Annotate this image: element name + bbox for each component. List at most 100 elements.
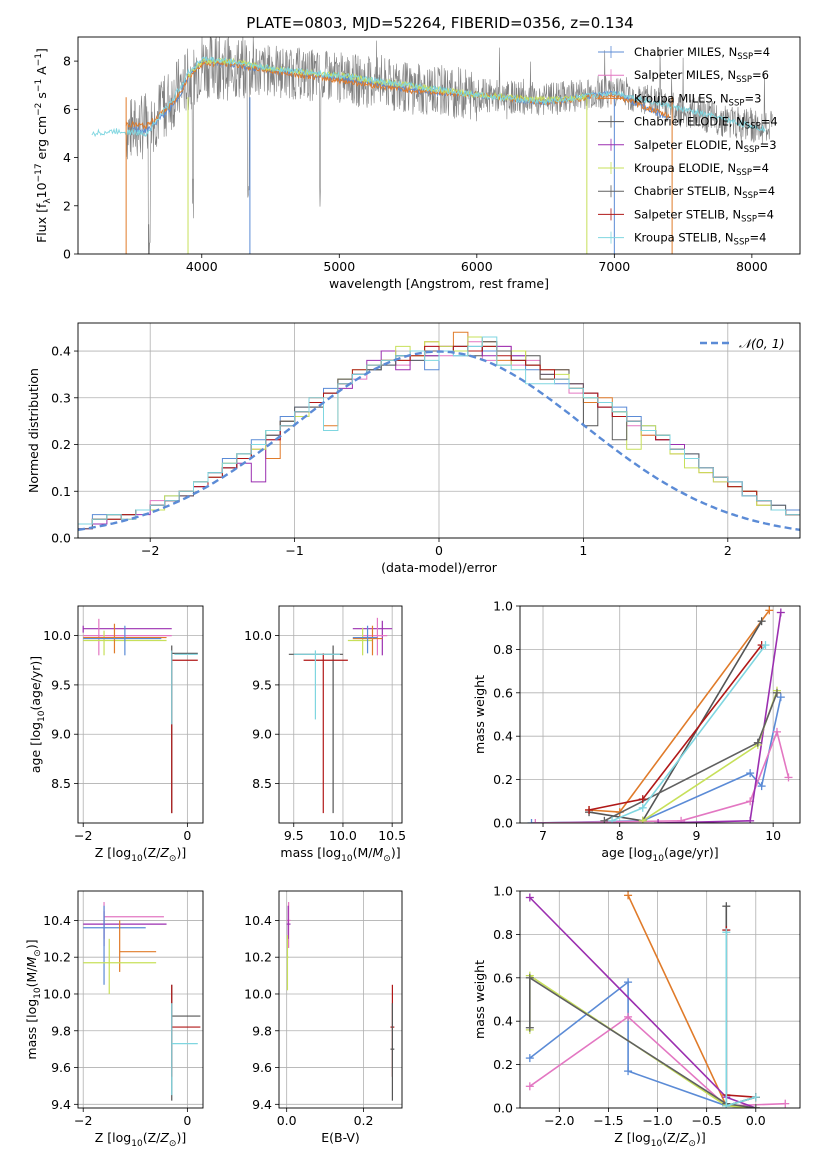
weight-marker-4-2 <box>776 608 785 617</box>
x-axis-label: age [log10(age/yr)] <box>601 845 718 864</box>
y-tick-label: 0.2 <box>493 772 513 787</box>
y-tick-label: 10.4 <box>244 913 272 928</box>
y-tick-label: 0.0 <box>51 531 71 546</box>
weight-marker-0-2 <box>624 1067 633 1076</box>
weight-marker-8-1 <box>638 803 647 812</box>
y-tick-label: 9.5 <box>252 677 272 692</box>
y-tick-label: 10.0 <box>244 986 272 1001</box>
data-point-4 <box>83 625 162 656</box>
x-tick-label: 1 <box>579 543 587 558</box>
x-tick-label: 9 <box>692 828 700 843</box>
x-tick-label: −1.0 <box>642 1113 672 1128</box>
plot-area-residuals <box>78 331 800 538</box>
x-tick-label: 4000 <box>186 259 218 274</box>
axes-frame-residuals <box>77 322 801 539</box>
weight-line-5 <box>529 974 756 1108</box>
axes-frame-weight_vs_age <box>519 605 801 824</box>
y-axis-label: mass weight <box>472 960 487 1039</box>
y-axis-label: Flux [fλ10−17 erg cm−2 s−1 A−1] <box>34 48 53 243</box>
weight-marker-8-0 <box>722 928 731 937</box>
x-tick-label: −2 <box>141 543 159 558</box>
weight-marker-0-0 <box>527 819 536 823</box>
data-point-1 <box>362 617 388 656</box>
x-tick-label: 8 <box>616 828 624 843</box>
data-point-6 <box>303 653 348 814</box>
weight-marker-8-0 <box>608 816 617 823</box>
plot-area-mass_vs_ebv <box>286 902 395 1101</box>
chart-age_vs_mass: 9.5 10.0 10.5 8.5 9.0 9.5 10.0 mass [log10(M/M⊙… <box>244 605 406 864</box>
y-axis-label: age [log10(age/yr)] <box>28 656 47 773</box>
legend-label-4: Salpeter ELODIE, NSSP=3 <box>634 138 777 155</box>
x-tick-label: −0.5 <box>691 1113 721 1128</box>
legend-label-2: Kroupa MILES, NSSP=3 <box>634 91 761 108</box>
y-tick-label: 0.6 <box>493 970 513 985</box>
weight-marker-6-1 <box>525 973 534 982</box>
weight-line-4 <box>658 612 782 823</box>
y-tick-label: 8.5 <box>51 776 71 791</box>
y-tick-label: 9.6 <box>252 1060 272 1075</box>
weight-marker-1-4 <box>784 773 793 782</box>
weight-line-3 <box>725 906 757 1107</box>
x-tick-label: 0 <box>435 543 443 558</box>
plot-area-spectrum <box>91 37 773 254</box>
y-tick-label: 0.2 <box>51 437 71 452</box>
data-point-2 <box>83 905 146 985</box>
x-tick-label: 0 <box>183 828 191 843</box>
x-tick-label: −2.0 <box>544 1113 574 1128</box>
x-axis-label: E(B-V) <box>321 1130 360 1145</box>
weight-line-5 <box>642 690 778 822</box>
weight-marker-0-2 <box>746 769 755 778</box>
y-tick-label: 0.4 <box>493 729 513 744</box>
y-tick-label: 9.8 <box>252 1023 272 1038</box>
weight-marker-0-4 <box>776 693 785 702</box>
weight-marker-7-1 <box>638 795 647 804</box>
y-tick-label: 9.5 <box>51 677 71 692</box>
y-tick-label: 10.0 <box>244 628 272 643</box>
weight-marker-1-3 <box>781 1099 790 1108</box>
weight-line-7 <box>725 930 756 1098</box>
data-point-5 <box>171 645 198 814</box>
weight-marker-1-0 <box>531 819 540 823</box>
weight-line-8 <box>725 932 757 1107</box>
y-tick-label: 0.2 <box>493 1057 513 1072</box>
data-point-2 <box>347 627 373 656</box>
x-tick-label: 9.5 <box>284 828 304 843</box>
data-point-0 <box>82 625 172 633</box>
y-tick-label: 2 <box>63 198 71 213</box>
weight-marker-3-0 <box>722 902 731 911</box>
chart-residuals: −2 −1 0 1 2 0.0 0.1 0.2 0.3 0.4 (data-model)/error… <box>26 322 801 575</box>
x-axis-label: Z [log10(Z/Z⊙)] <box>95 1130 186 1149</box>
weight-line-2 <box>588 609 770 813</box>
x-tick-label: −2 <box>74 828 92 843</box>
data-point-4 <box>352 625 378 654</box>
data-point-6 <box>171 650 198 814</box>
y-tick-label: 10.0 <box>43 986 71 1001</box>
plot-area-mass_vs_Z <box>83 902 201 1101</box>
data-point-5 <box>171 984 201 1101</box>
data-point-4 <box>83 938 157 994</box>
weight-marker-6-0 <box>600 816 609 823</box>
x-tick-label: −2 <box>74 1113 92 1128</box>
data-point-2 <box>286 935 289 991</box>
weight-marker-8-1 <box>722 1101 731 1108</box>
weight-line-6 <box>529 976 756 1108</box>
y-axis-label: Normed distribution <box>26 368 41 493</box>
weight-marker-0-3 <box>757 782 766 791</box>
weight-marker-1-1 <box>624 1012 633 1021</box>
plot-area-weight_vs_Z <box>525 891 790 1108</box>
weight-line-8 <box>611 644 767 822</box>
y-tick-label: 0.6 <box>493 685 513 700</box>
x-tick-label: 0.0 <box>277 1113 297 1128</box>
weight-marker-6-2 <box>772 688 781 697</box>
histogram-8 <box>78 336 800 538</box>
y-tick-label: 9.0 <box>51 727 71 742</box>
x-tick-label: 10 <box>765 828 781 843</box>
weight-marker-6-1 <box>753 738 762 747</box>
x-tick-label: 10.0 <box>329 828 357 843</box>
x-tick-label: 2 <box>724 543 732 558</box>
plot-area-weight_vs_age <box>527 606 793 823</box>
model-spectrum-3 <box>91 56 766 138</box>
weight-marker-6-3 <box>751 1104 760 1108</box>
x-tick-label: −1.5 <box>593 1113 623 1128</box>
